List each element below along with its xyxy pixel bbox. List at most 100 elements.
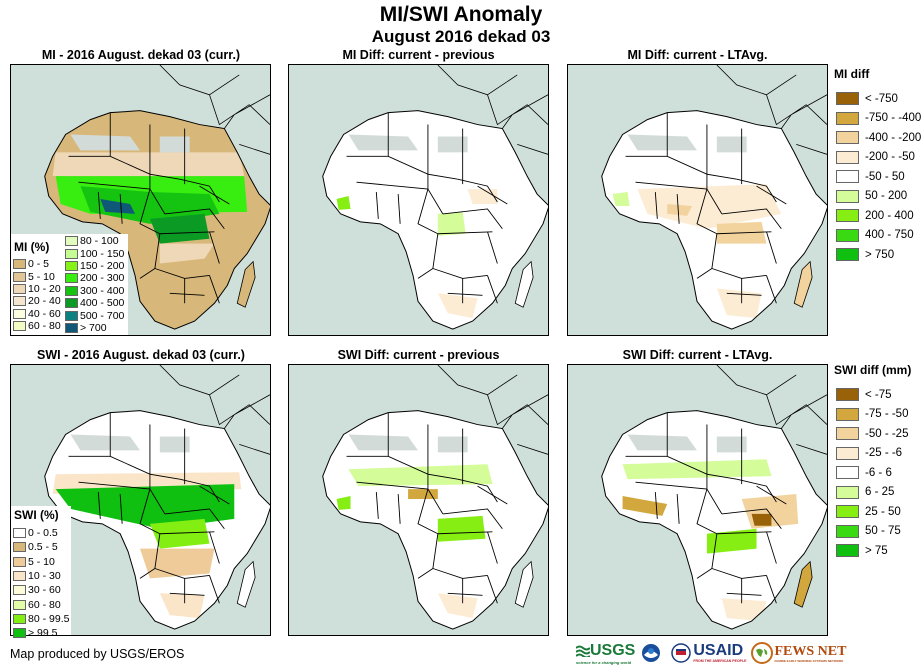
legend-swi-swatch [13, 628, 26, 639]
country-border [654, 192, 658, 219]
legend-mi-label: 10 - 20 [28, 282, 61, 295]
data-region [336, 496, 351, 510]
legend-swi-diff-item: > 75 [834, 541, 911, 561]
legend-mi-diff-swatch [836, 92, 859, 106]
neighbor-borders [159, 65, 270, 155]
country-border [676, 494, 680, 524]
africa-land [322, 410, 548, 630]
usgs-wave-icon [576, 645, 590, 657]
country-border [625, 455, 708, 490]
legend-swi-diff-label: -50 - -25 [865, 427, 909, 440]
legend-mi-item: 20 - 40 [11, 295, 61, 307]
legend-swi-diff-swatch [836, 544, 859, 558]
neighbor-borders [159, 365, 270, 455]
coastline [44, 410, 270, 630]
legend-swi-diff-item: -25 - -6 [834, 444, 911, 464]
legend-mi-swatch [65, 236, 78, 247]
data-region [159, 136, 190, 153]
country-border [199, 485, 230, 505]
legend-swi-diff: SWI diff (mm) < -75 -75 - -50 -50 - -25 -25… [834, 363, 911, 561]
country-border [159, 231, 215, 235]
data-region [716, 436, 747, 453]
country-border [676, 194, 680, 224]
country-border [706, 124, 737, 180]
map-mi-diff-previous[interactable] [288, 64, 549, 336]
legend-mi-diff-item: 200 - 400 [834, 206, 921, 226]
country-border [706, 424, 737, 480]
country-border [375, 192, 379, 219]
country-border [635, 481, 723, 515]
legend-mi-diff-label: 200 - 400 [865, 209, 914, 222]
legend-swi-item: 10 - 30 [11, 569, 71, 583]
legend-swi-swatch [13, 599, 26, 610]
fewsnet-logo: FEWS NET FAMINE EARLY WARNING SYSTEMS NE… [775, 644, 847, 663]
country-border [154, 233, 210, 279]
legend-mi-label: 200 - 300 [80, 272, 125, 285]
legend-mi-item: 60 - 80 [11, 320, 61, 332]
legend-swi-item: 5 - 10 [11, 555, 71, 569]
coastline [601, 110, 827, 330]
country-border [447, 592, 483, 596]
legend-swi-label: 30 - 60 [28, 584, 61, 597]
country-border [736, 478, 777, 503]
legend-swi-item: 0.5 - 5 [11, 540, 71, 554]
legend-swi-diff-item: -75 - -50 [834, 405, 911, 425]
country-border [139, 188, 161, 235]
coastline [322, 410, 548, 630]
country-border [417, 268, 434, 279]
map-mi-current[interactable] [10, 64, 271, 336]
map-mi-diff-ltavg[interactable] [567, 64, 828, 336]
legend-mi-item: 400 - 500 [63, 297, 124, 309]
madagascar [793, 260, 813, 308]
legend-swi-diff-label: < -75 [865, 388, 892, 401]
legend-mi-diff-swatch [836, 248, 859, 262]
data-region [437, 593, 478, 619]
country-border [68, 455, 151, 490]
legend-mi-item: 5 - 10 [11, 270, 61, 283]
legend-mi-diff-item: -400 - -200 [834, 128, 921, 148]
coastline [601, 410, 827, 630]
legend-swi-swatch [13, 542, 26, 553]
panel-title-swi-current: SWI - 2016 August. dekad 03 (curr.) [37, 348, 245, 362]
data-region [627, 134, 698, 151]
data-region [637, 184, 782, 229]
usgs-logo: USGS science for a changing world [576, 642, 635, 665]
country-border [209, 531, 220, 564]
data-region [336, 196, 351, 210]
coastline [44, 110, 270, 330]
panel-title-mi-current: MI - 2016 August. dekad 03 (curr.) [41, 48, 241, 62]
legend-mi-diff-swatch [836, 111, 859, 125]
data-region [622, 459, 772, 480]
madagascar [514, 260, 534, 308]
legend-mi-item: 80 - 100 [63, 235, 124, 247]
fewsnet-tagline: FAMINE EARLY WARNING SYSTEMS NETWORK [774, 658, 844, 663]
map-credit: Map produced by USGS/EROS [10, 647, 185, 661]
country-border [346, 155, 429, 190]
data-region [437, 515, 486, 542]
country-border [721, 208, 782, 230]
country-border [625, 155, 708, 190]
country-border [696, 488, 718, 535]
legend-swi-diff-label: > 75 [865, 544, 888, 557]
legend-mi-label: 20 - 40 [28, 295, 61, 308]
legend-swi-diff-swatch [836, 446, 859, 460]
map-swi-diff-ltavg[interactable] [567, 364, 828, 636]
legend-swi-label: > 99.5 [28, 627, 58, 640]
legend-mi-diff-item: < -750 [834, 89, 921, 109]
map-swi-diff-previous[interactable] [288, 364, 549, 636]
country-border [442, 208, 503, 230]
neighbor-borders [437, 365, 548, 455]
fewsnet-globe-icon [750, 642, 773, 664]
legend-swi-item: 30 - 60 [11, 583, 71, 597]
country-border [766, 531, 777, 564]
data-region [159, 436, 190, 453]
data-region [437, 136, 468, 153]
country-border [346, 455, 429, 490]
country-border [417, 568, 434, 579]
legend-swi-diff-label: 25 - 50 [865, 505, 901, 518]
africa-map [44, 365, 270, 630]
legend-swi-item: > 99.5 [11, 626, 71, 640]
legend-swi-label: 60 - 80 [28, 598, 61, 611]
legend-swi-title: SWI (%) [14, 508, 59, 522]
legend-mi-label: 5 - 10 [28, 270, 55, 283]
